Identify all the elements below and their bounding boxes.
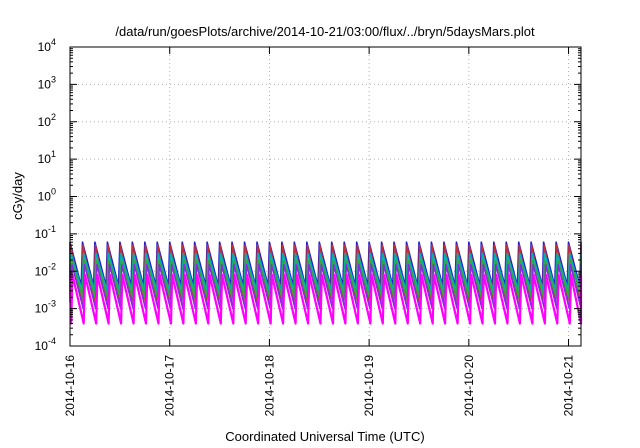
y-tick-label: 100 <box>38 187 56 204</box>
y-tick-label: 10-4 <box>35 336 56 353</box>
x-tick-label: 2014-10-21 <box>562 355 576 417</box>
y-tick-label: 101 <box>38 149 56 166</box>
y-tick-label: 104 <box>38 37 56 54</box>
y-tick-label: 102 <box>38 112 56 129</box>
series-layer <box>68 241 583 325</box>
x-tick-label: 2014-10-18 <box>262 355 276 417</box>
x-tick-label: 2014-10-17 <box>163 355 177 417</box>
y-axis-ticks: 10-4 10-3 10-2 10-1 100 101 102 103 104 <box>35 37 581 353</box>
series-6-line <box>68 273 583 325</box>
x-tick-label: 2014-10-19 <box>362 355 376 417</box>
y-tick-label: 10-3 <box>35 299 56 316</box>
x-axis-ticks: 2014-10-16 2014-10-17 2014-10-18 2014-10-19… <box>63 47 576 416</box>
chart-title: /data/run/goesPlots/archive/2014-10-21/0… <box>115 24 535 39</box>
y-tick-label: 10-1 <box>35 224 56 241</box>
x-tick-label: 2014-10-20 <box>462 355 476 417</box>
x-tick-label: 2014-10-16 <box>63 355 77 417</box>
y-tick-label: 10-2 <box>35 261 56 278</box>
y-tick-label: 103 <box>38 74 56 91</box>
y-axis-title: cGy/day <box>10 172 25 220</box>
x-axis-title: Coordinated Universal Time (UTC) <box>225 429 424 444</box>
